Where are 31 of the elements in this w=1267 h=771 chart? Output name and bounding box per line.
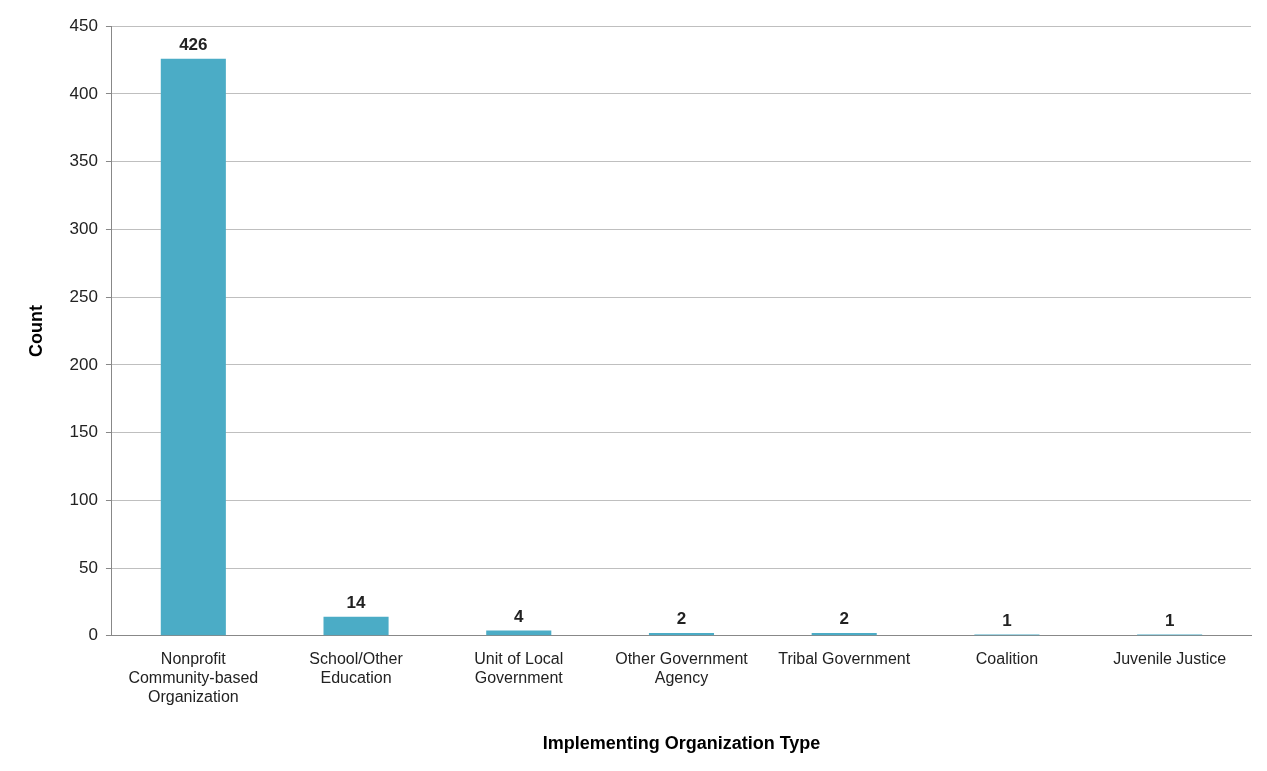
y-tick-label: 100 — [69, 490, 98, 510]
x-tick-label: Coalition — [975, 649, 1039, 667]
data-label: 14 — [346, 593, 367, 613]
x-tick-label: Other Government Agency — [615, 649, 749, 687]
data-label: 426 — [179, 34, 208, 54]
bar — [486, 630, 552, 636]
data-label: 1 — [1002, 610, 1012, 630]
y-tick-label: 250 — [69, 286, 98, 306]
y-tick-label: 0 — [88, 625, 98, 645]
x-tick-label: Nonprofit Community-based Organization — [128, 649, 259, 706]
data-label: 2 — [676, 609, 687, 629]
x-tick-label: Juvenile Justice — [1113, 649, 1227, 667]
x-tick-label: Unit of Local Government — [474, 649, 564, 687]
y-tick-label: 350 — [69, 151, 98, 171]
y-tick-label: 50 — [79, 557, 98, 577]
bar — [811, 633, 877, 636]
y-tick-label: 150 — [69, 422, 98, 442]
data-label: 2 — [839, 609, 849, 629]
y-tick-label: 400 — [69, 83, 98, 103]
bar — [648, 633, 715, 636]
y-tick-label: 200 — [69, 354, 98, 374]
data-label: 1 — [1164, 610, 1175, 630]
y-tick-label: 450 — [69, 15, 98, 35]
y-axis-title: Count — [25, 305, 46, 357]
x-tick-label: School/Other Education — [309, 649, 404, 687]
y-tick-label: 300 — [69, 219, 98, 239]
bar — [160, 58, 226, 636]
x-tick-label: Tribal Government — [778, 649, 911, 667]
bar — [323, 616, 389, 636]
data-label: 4 — [514, 606, 525, 626]
x-axis-title: Implementing Organization Type — [542, 733, 821, 754]
